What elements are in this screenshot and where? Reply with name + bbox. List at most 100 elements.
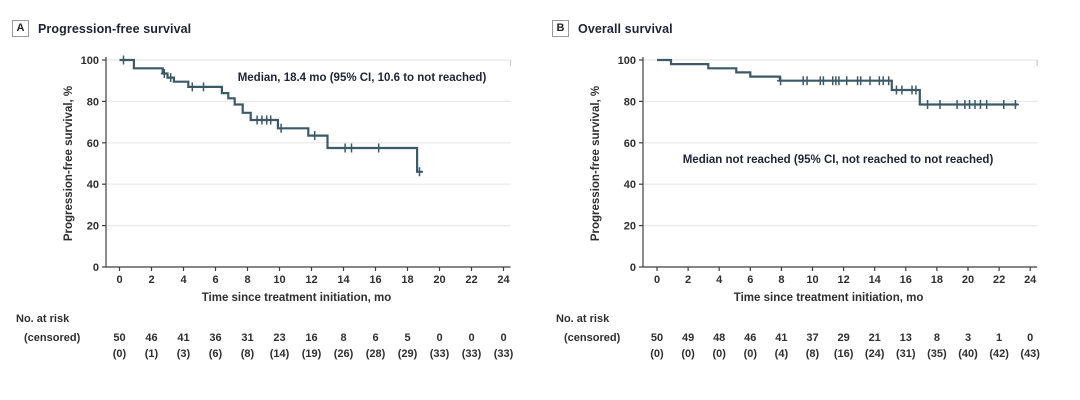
risk-censored-value: (0): [113, 348, 127, 360]
x-tick-label: 14: [337, 274, 350, 286]
censor-mark: [188, 82, 196, 92]
panel-b-header: B Overall survival: [552, 20, 673, 37]
risk-censored-value: (33): [462, 348, 482, 360]
risk-at-risk-value: 6: [372, 332, 378, 344]
censor-mark: [936, 100, 944, 110]
y-tick-label: 100: [81, 55, 99, 67]
x-tick-label: 4: [716, 274, 723, 286]
y-tick-label: 80: [87, 96, 99, 108]
panel-overall-survival: B Overall survival 0 20 40 60 80 100 0 2 4 6 8 10 12…: [540, 0, 1080, 400]
x-tick-label: 18: [931, 274, 943, 286]
censor-mark: [953, 100, 961, 110]
risk-at-risk-value: 1: [996, 332, 1002, 344]
x-tick-label: 0: [654, 274, 660, 286]
y-tick-label: 60: [87, 138, 99, 150]
risk-at-risk-value: 0: [500, 332, 506, 344]
risk-censored-value: (16): [834, 348, 854, 360]
risk-at-risk-value: 37: [806, 332, 818, 344]
y-tick-label: 20: [87, 221, 99, 233]
risk-at-risk-value: 0: [436, 332, 442, 344]
censor-mark: [200, 82, 207, 92]
y-tick-label: 0: [630, 262, 636, 274]
x-tick-label: 2: [148, 274, 154, 286]
censor-mark: [120, 55, 127, 65]
censor-mark: [267, 115, 275, 125]
panel-a-label-box: A: [12, 20, 29, 37]
y-tick-label: 100: [618, 55, 636, 67]
risk-at-risk-value: 16: [305, 332, 317, 344]
censor-mark: [160, 68, 168, 78]
risk-table-censored-label: (censored): [24, 332, 81, 344]
risk-censored-value: (14): [270, 348, 290, 360]
x-tick-label: 10: [806, 274, 818, 286]
y-tick-label: 80: [624, 96, 636, 108]
risk-at-risk-value: 5: [404, 332, 410, 344]
x-tick-label: 12: [305, 274, 317, 286]
x-tick-label: 10: [273, 274, 285, 286]
x-tick-label: 2: [685, 274, 691, 286]
censor-mark: [1011, 100, 1019, 110]
x-tick-label: 12: [837, 274, 849, 286]
censor-mark: [1000, 100, 1008, 110]
risk-at-risk-value: 41: [177, 332, 189, 344]
risk-censored-value: (8): [806, 348, 820, 360]
risk-at-risk-value: 46: [145, 332, 157, 344]
risk-at-risk-value: 46: [744, 332, 756, 344]
risk-censored-value: (28): [366, 348, 386, 360]
censor-mark: [167, 73, 175, 83]
x-tick-label: 20: [433, 274, 445, 286]
y-tick-label: 60: [624, 138, 636, 150]
y-axis-title: Progression-free survival, %: [590, 86, 602, 241]
risk-censored-value: (0): [681, 348, 695, 360]
risk-censored-value: (8): [241, 348, 255, 360]
risk-censored-value: (0): [650, 348, 664, 360]
x-tick-label: 4: [180, 274, 187, 286]
censor-mark: [777, 76, 785, 86]
censor-mark: [976, 100, 984, 110]
risk-censored-value: (0): [712, 348, 726, 360]
censor-mark: [277, 123, 285, 133]
risk-at-risk-value: 49: [682, 332, 694, 344]
panel-b-title: Overall survival: [578, 21, 673, 36]
censor-mark: [375, 143, 383, 153]
risk-censored-value: (43): [1020, 348, 1040, 360]
censor-mark: [866, 76, 874, 86]
risk-censored-value: (24): [865, 348, 885, 360]
censor-mark: [983, 100, 991, 110]
censor-mark: [898, 85, 906, 95]
risk-censored-value: (3): [177, 348, 191, 360]
x-tick-label: 16: [369, 274, 381, 286]
risk-at-risk-value: 48: [713, 332, 725, 344]
x-tick-label: 24: [497, 274, 510, 286]
panel-a-title: Progression-free survival: [38, 21, 192, 36]
censor-mark: [819, 76, 827, 86]
risk-censored-value: (4): [775, 348, 789, 360]
panel-b-label-box: B: [552, 20, 569, 37]
y-axis-title: Progression-free survival, %: [63, 86, 75, 241]
risk-table-label: No. at risk: [556, 313, 610, 325]
risk-censored-value: (40): [958, 348, 978, 360]
censor-mark: [885, 76, 893, 86]
x-tick-label: 8: [244, 274, 250, 286]
km-curve: [657, 58, 1018, 106]
x-tick-label: 16: [900, 274, 912, 286]
risk-at-risk-value: 29: [837, 332, 849, 344]
x-tick-label: 6: [747, 274, 753, 286]
risk-censored-value: (0): [744, 348, 758, 360]
censor-mark: [341, 143, 349, 153]
risk-at-risk-value: 41: [775, 332, 787, 344]
x-tick-label: 22: [993, 274, 1005, 286]
risk-censored-value: (33): [430, 348, 450, 360]
risk-at-risk-value: 13: [900, 332, 912, 344]
risk-censored-value: (42): [989, 348, 1009, 360]
x-tick-label: 0: [116, 274, 122, 286]
risk-censored-value: (31): [896, 348, 916, 360]
risk-censored-value: (19): [302, 348, 322, 360]
censor-mark: [803, 76, 811, 86]
x-tick-label: 8: [778, 274, 784, 286]
x-tick-label: 20: [962, 274, 974, 286]
panel-a-header: A Progression-free survival: [12, 20, 191, 37]
